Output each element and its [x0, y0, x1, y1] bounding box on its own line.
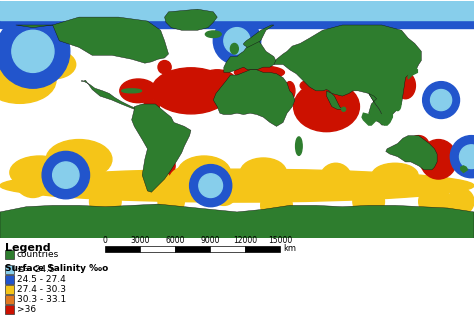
Bar: [0, 1, 474, 28]
Bar: [175, 245, 210, 252]
Bar: [5, 275, 14, 284]
Polygon shape: [164, 9, 217, 30]
Ellipse shape: [46, 140, 112, 179]
Text: ≤= 24.5: ≤= 24.5: [17, 265, 55, 274]
Text: 0: 0: [102, 236, 108, 245]
Circle shape: [342, 107, 346, 111]
Ellipse shape: [396, 72, 415, 99]
Polygon shape: [213, 70, 295, 126]
Ellipse shape: [178, 156, 230, 189]
Bar: [0, 1, 474, 20]
Ellipse shape: [151, 68, 230, 114]
Polygon shape: [132, 104, 191, 192]
Polygon shape: [16, 17, 169, 63]
Polygon shape: [327, 91, 342, 109]
Ellipse shape: [234, 66, 284, 79]
Ellipse shape: [300, 81, 313, 90]
Ellipse shape: [284, 82, 295, 100]
Text: 15000: 15000: [268, 236, 292, 245]
Circle shape: [210, 179, 237, 205]
Ellipse shape: [394, 97, 401, 111]
Circle shape: [320, 163, 352, 195]
Ellipse shape: [296, 137, 302, 156]
Circle shape: [224, 28, 250, 54]
Circle shape: [12, 30, 54, 72]
Circle shape: [42, 151, 90, 199]
Ellipse shape: [230, 43, 238, 54]
Ellipse shape: [293, 82, 359, 132]
Text: countries: countries: [17, 250, 59, 259]
Circle shape: [213, 17, 261, 65]
Circle shape: [199, 174, 222, 198]
Circle shape: [15, 161, 51, 198]
Polygon shape: [362, 113, 376, 125]
Circle shape: [158, 61, 171, 74]
Bar: [5, 285, 14, 294]
Bar: [5, 295, 14, 304]
Circle shape: [144, 99, 159, 114]
Ellipse shape: [122, 89, 142, 93]
Ellipse shape: [0, 169, 474, 202]
Bar: [210, 245, 245, 252]
Polygon shape: [224, 38, 276, 72]
Circle shape: [419, 185, 450, 217]
Ellipse shape: [305, 88, 332, 107]
Bar: [105, 245, 140, 252]
Circle shape: [169, 167, 200, 199]
Polygon shape: [386, 136, 437, 170]
Circle shape: [154, 156, 175, 176]
Text: 24.5 - 27.4: 24.5 - 27.4: [17, 275, 66, 284]
Ellipse shape: [198, 70, 237, 96]
Ellipse shape: [420, 140, 457, 179]
Circle shape: [145, 170, 171, 196]
Bar: [5, 305, 14, 314]
Ellipse shape: [10, 156, 69, 189]
Circle shape: [430, 90, 452, 111]
Text: 12000: 12000: [233, 236, 257, 245]
Ellipse shape: [29, 50, 76, 79]
Polygon shape: [461, 166, 467, 172]
Polygon shape: [82, 80, 136, 109]
Polygon shape: [379, 112, 392, 125]
Ellipse shape: [240, 158, 286, 187]
Text: Surface Salinity ‰o: Surface Salinity ‰o: [5, 264, 108, 273]
Text: 3000: 3000: [130, 236, 150, 245]
Text: 6000: 6000: [165, 236, 185, 245]
Circle shape: [190, 165, 232, 207]
Circle shape: [261, 190, 292, 221]
Circle shape: [90, 185, 121, 217]
Ellipse shape: [120, 79, 157, 103]
Text: 27.4 - 30.3: 27.4 - 30.3: [17, 285, 66, 294]
Circle shape: [423, 82, 459, 118]
Bar: [245, 245, 280, 252]
Polygon shape: [408, 65, 418, 79]
Circle shape: [447, 188, 474, 215]
Ellipse shape: [372, 163, 418, 187]
Circle shape: [459, 145, 474, 169]
Text: 30.3 - 33.1: 30.3 - 33.1: [17, 295, 66, 304]
Polygon shape: [274, 25, 421, 117]
Circle shape: [353, 185, 384, 217]
Text: >36: >36: [17, 305, 36, 314]
Polygon shape: [369, 94, 387, 125]
Ellipse shape: [205, 31, 221, 37]
Bar: [5, 265, 14, 274]
Text: Legend: Legend: [5, 243, 51, 253]
Circle shape: [450, 136, 474, 178]
Circle shape: [53, 162, 79, 188]
Circle shape: [158, 188, 184, 215]
Polygon shape: [0, 204, 474, 238]
Bar: [140, 245, 175, 252]
Text: 9000: 9000: [200, 236, 220, 245]
Ellipse shape: [0, 57, 56, 103]
Text: km: km: [283, 244, 296, 253]
Circle shape: [0, 14, 70, 88]
Circle shape: [408, 136, 429, 157]
Polygon shape: [244, 25, 274, 47]
Bar: [5, 250, 14, 259]
